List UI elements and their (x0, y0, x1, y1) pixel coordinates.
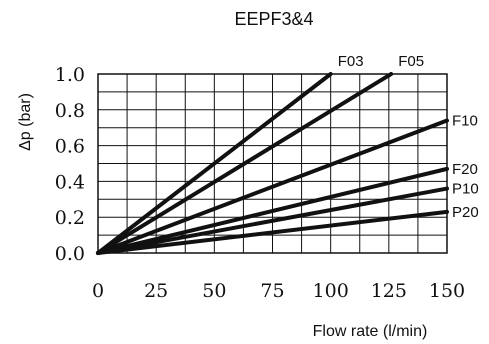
series-label-f20: F20 (452, 161, 478, 178)
series-line-f03 (96, 72, 333, 255)
series-label-p20: P20 (452, 204, 479, 221)
series-labels: F03 F05 F10 F20 P10 P20 (338, 53, 479, 221)
series-label-f05: F05 (398, 53, 424, 70)
x-axis-ticks: 0 25 50 75 100 125 150 (92, 280, 465, 302)
series-label-p10: P10 (452, 181, 479, 198)
plot-frame (97, 73, 448, 254)
y-tick-label: 1.0 (55, 64, 85, 86)
chart-title: EEPF3&4 (234, 9, 313, 29)
x-tick-label: 50 (202, 280, 226, 302)
y-axis-label: Δp (bar) (17, 93, 34, 151)
y-tick-label: 0.2 (55, 207, 85, 229)
y-tick-label: 0.0 (55, 243, 85, 265)
series-line-f20 (96, 166, 449, 255)
series-label-f10: F10 (452, 113, 478, 130)
series-label-f03: F03 (338, 53, 364, 70)
y-tick-label: 0.8 (55, 100, 85, 122)
x-tick-label: 0 (92, 280, 104, 302)
y-axis-ticks: 0.0 0.2 0.4 0.6 0.8 1.0 (55, 64, 85, 265)
series-line-p10 (96, 186, 449, 255)
series-line-f10 (96, 118, 449, 255)
series-line-f05 (96, 72, 394, 255)
x-axis-label: Flow rate (l/min) (313, 323, 428, 340)
x-tick-label: 75 (260, 280, 284, 302)
x-tick-label: 25 (144, 280, 168, 302)
y-tick-label: 0.4 (55, 171, 85, 193)
grid (98, 74, 447, 253)
series-line-p20 (96, 209, 449, 255)
x-tick-label: 125 (371, 280, 407, 302)
x-tick-label: 150 (429, 280, 465, 302)
y-tick-label: 0.6 (55, 136, 85, 158)
series-group (96, 72, 449, 255)
x-tick-label: 100 (313, 280, 349, 302)
